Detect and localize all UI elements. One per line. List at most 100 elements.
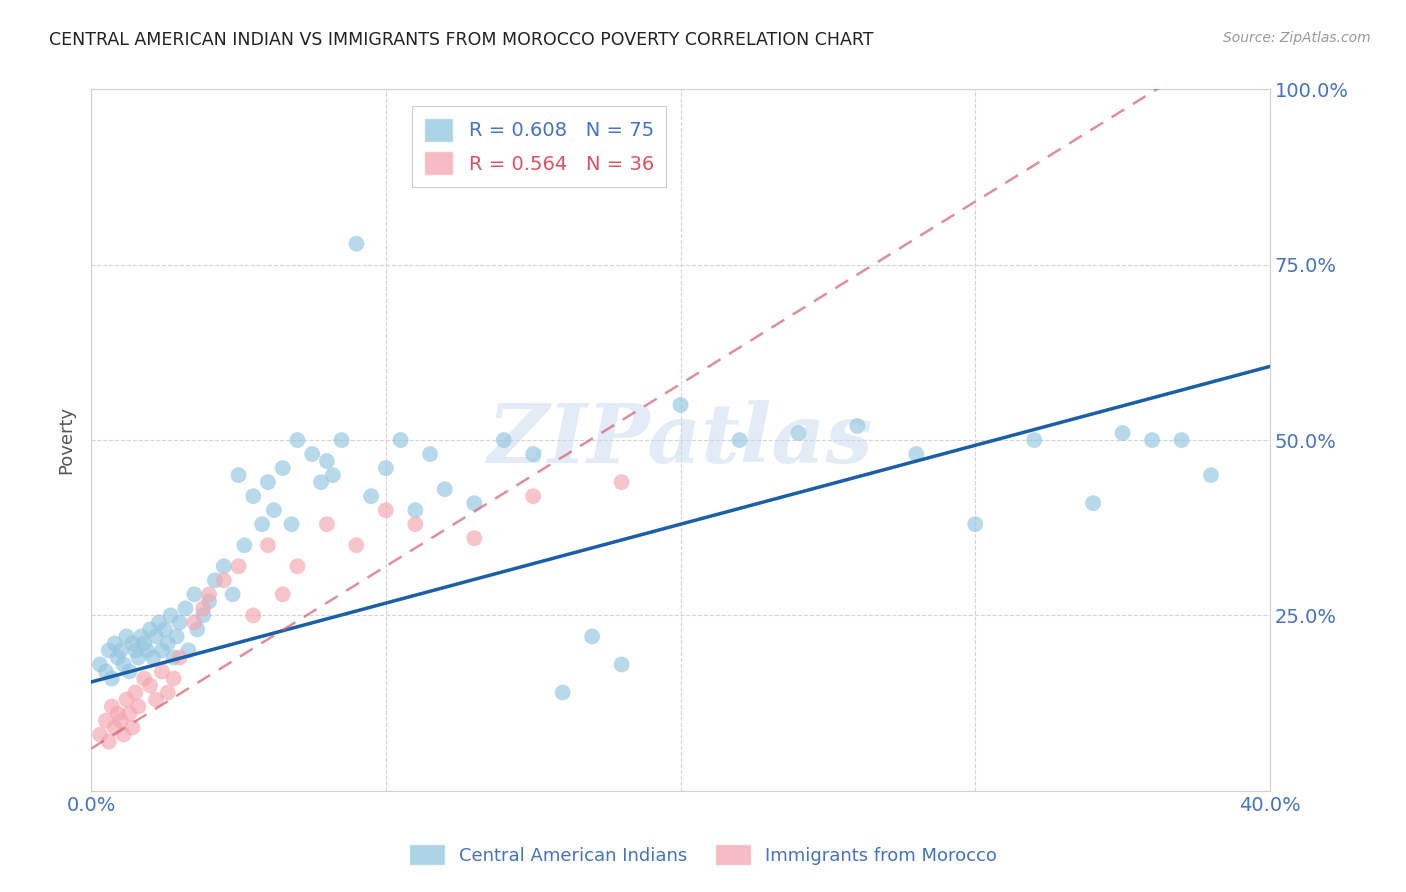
Point (280, 517, 302, 532)
Point (263, 503, 285, 517)
Point (148, 615, 170, 630)
Point (1024, 433, 1046, 447)
Point (153, 623, 176, 637)
Point (787, 425, 810, 440)
Point (198, 594, 221, 608)
Point (419, 447, 441, 461)
Point (156, 636, 179, 650)
Point (166, 629, 188, 643)
Point (221, 587, 243, 601)
Point (191, 601, 214, 615)
Point (389, 433, 412, 447)
Point (139, 679, 162, 693)
Point (404, 503, 426, 517)
Point (242, 608, 264, 623)
Point (404, 517, 426, 532)
Point (198, 587, 221, 601)
Point (112, 728, 135, 742)
Point (127, 699, 149, 714)
Point (669, 398, 692, 412)
Point (136, 643, 159, 657)
Point (112, 657, 135, 672)
Point (228, 468, 250, 483)
Point (115, 629, 138, 643)
Point (1170, 433, 1192, 447)
Point (127, 650, 149, 665)
Point (257, 475, 280, 490)
Point (463, 531, 485, 545)
Point (97, 643, 120, 657)
Point (1111, 425, 1133, 440)
Point (316, 454, 339, 468)
Point (287, 559, 309, 574)
Point (492, 433, 515, 447)
Point (322, 468, 344, 483)
Point (212, 559, 235, 574)
Point (271, 587, 294, 601)
Point (124, 685, 146, 699)
Point (115, 692, 138, 706)
Point (121, 721, 143, 735)
Text: CENTRAL AMERICAN INDIAN VS IMMIGRANTS FROM MOROCCO POVERTY CORRELATION CHART: CENTRAL AMERICAN INDIAN VS IMMIGRANTS FR… (49, 31, 873, 49)
Point (139, 623, 162, 637)
Y-axis label: Poverty: Poverty (58, 406, 75, 475)
Point (374, 503, 396, 517)
Point (169, 650, 191, 665)
Legend: Central American Indians, Immigrants from Morocco: Central American Indians, Immigrants fro… (402, 837, 1004, 872)
Point (374, 461, 396, 475)
Point (121, 636, 143, 650)
Point (110, 643, 132, 657)
Point (94, 665, 117, 679)
Text: Source: ZipAtlas.com: Source: ZipAtlas.com (1223, 31, 1371, 45)
Point (344, 538, 367, 552)
Point (191, 608, 214, 623)
Point (97, 734, 120, 748)
Point (242, 489, 264, 503)
Point (250, 517, 273, 532)
Legend: R = 0.608   N = 75, R = 0.564   N = 36: R = 0.608 N = 75, R = 0.564 N = 36 (412, 106, 666, 186)
Point (104, 721, 127, 735)
Point (118, 706, 141, 721)
Point (1081, 496, 1104, 510)
Point (145, 629, 167, 643)
Point (212, 574, 235, 588)
Point (257, 538, 280, 552)
Point (610, 657, 633, 672)
Point (344, 236, 367, 251)
Point (846, 419, 869, 434)
Point (107, 706, 129, 721)
Point (1199, 468, 1222, 483)
Point (129, 629, 152, 643)
Point (965, 517, 987, 532)
Point (110, 714, 132, 728)
Point (522, 447, 544, 461)
Point (94, 714, 117, 728)
Point (124, 643, 146, 657)
Point (89, 657, 111, 672)
Point (1140, 433, 1163, 447)
Point (522, 489, 544, 503)
Point (610, 475, 633, 490)
Point (118, 665, 141, 679)
Point (301, 447, 323, 461)
Point (581, 629, 603, 643)
Point (156, 685, 179, 699)
Point (204, 574, 226, 588)
Point (134, 672, 156, 686)
Point (271, 461, 294, 475)
Point (316, 517, 339, 532)
Point (551, 685, 574, 699)
Point (360, 489, 382, 503)
Point (101, 699, 124, 714)
Point (183, 615, 205, 630)
Point (287, 433, 309, 447)
Text: ZIPatlas: ZIPatlas (488, 400, 873, 480)
Point (905, 447, 928, 461)
Point (150, 643, 173, 657)
Point (163, 672, 186, 686)
Point (233, 538, 256, 552)
Point (728, 433, 751, 447)
Point (309, 475, 332, 490)
Point (330, 433, 353, 447)
Point (89, 728, 111, 742)
